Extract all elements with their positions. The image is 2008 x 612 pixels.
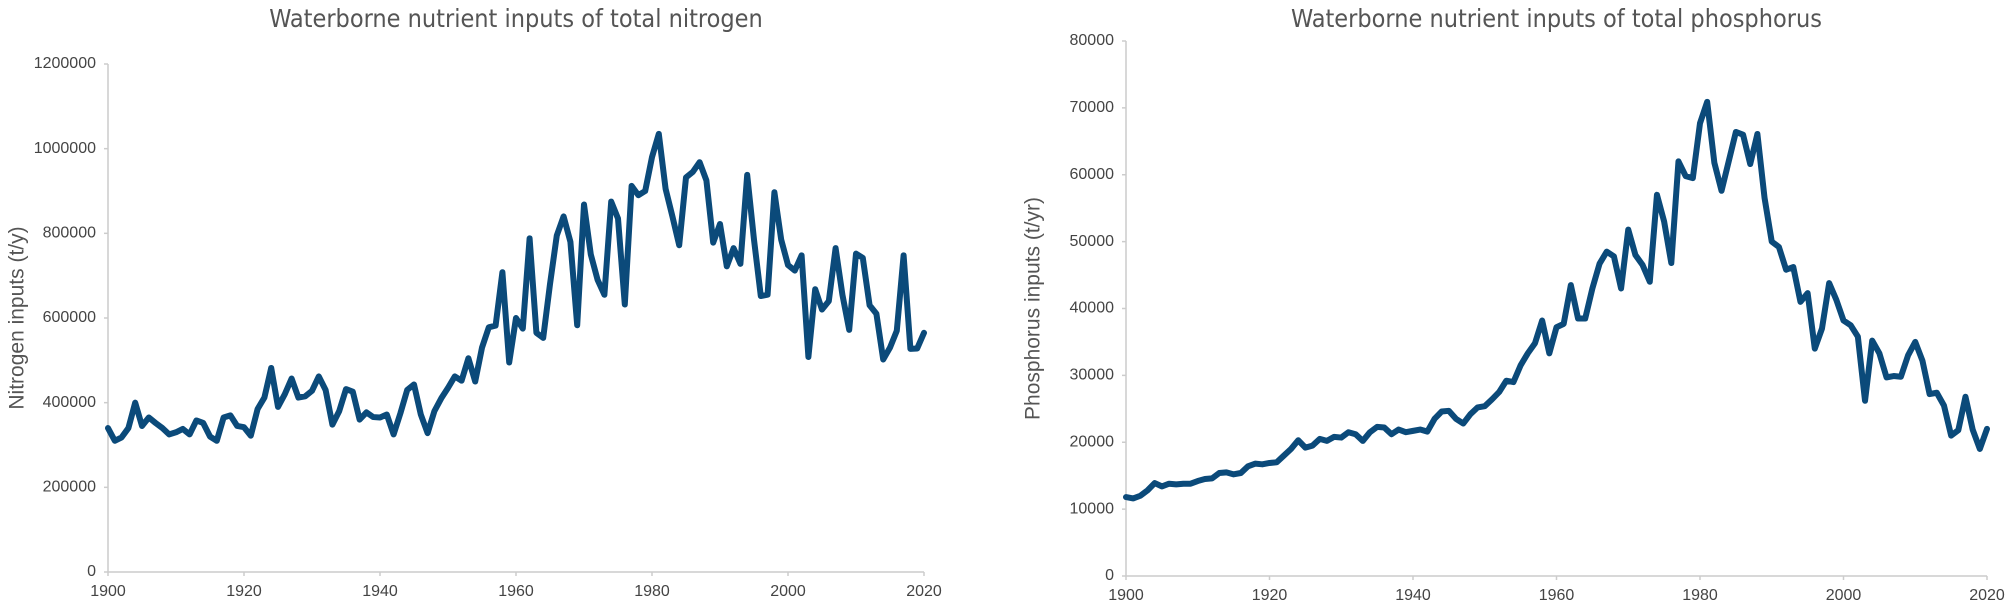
x-tick-label: 1960 xyxy=(498,583,534,600)
y-tick-label: 1200000 xyxy=(34,55,96,72)
x-tick-label: 1960 xyxy=(1539,587,1575,604)
x-tick-label: 2020 xyxy=(1969,587,2005,604)
chart-title: Waterborne nutrient inputs of total nitr… xyxy=(269,4,763,33)
y-tick-label: 60000 xyxy=(1070,166,1115,183)
x-tick-label: 1980 xyxy=(1682,587,1718,604)
x-tick-label: 1900 xyxy=(90,583,126,600)
y-tick-label: 30000 xyxy=(1070,367,1115,384)
y-tick-label: 0 xyxy=(87,563,96,580)
x-tick-label: 1900 xyxy=(1108,587,1144,604)
y-tick-label: 600000 xyxy=(43,309,96,326)
y-tick-label: 0 xyxy=(1105,567,1114,584)
y-tick-label: 80000 xyxy=(1070,32,1115,49)
x-tick-label: 2000 xyxy=(1826,587,1862,604)
y-tick-label: 50000 xyxy=(1070,233,1115,250)
y-tick-label: 10000 xyxy=(1070,500,1115,517)
x-tick-label: 2000 xyxy=(770,583,806,600)
x-tick-label: 2020 xyxy=(906,583,942,600)
y-tick-label: 40000 xyxy=(1070,300,1115,317)
y-tick-label: 20000 xyxy=(1070,433,1115,450)
x-tick-label: 1980 xyxy=(634,583,670,600)
data-line xyxy=(1123,98,1990,502)
chart-panel: Waterborne nutrient inputs of total phos… xyxy=(1022,4,2005,604)
chart-title: Waterborne nutrient inputs of total phos… xyxy=(1291,4,1822,33)
chart-panel: Waterborne nutrient inputs of total nitr… xyxy=(6,4,942,600)
y-tick-label: 200000 xyxy=(43,479,96,496)
x-tick-label: 1940 xyxy=(362,583,398,600)
x-tick-label: 1920 xyxy=(226,583,262,600)
x-tick-label: 1920 xyxy=(1252,587,1288,604)
y-axis-label: Nitrogen inputs (t/y) xyxy=(6,226,29,409)
y-tick-label: 1000000 xyxy=(34,140,96,157)
y-tick-label: 800000 xyxy=(43,225,96,242)
y-axis-label: Phosphorus inputs (t/yr) xyxy=(1022,197,1045,420)
x-tick-label: 1940 xyxy=(1395,587,1431,604)
y-tick-label: 400000 xyxy=(43,394,96,411)
y-tick-label: 70000 xyxy=(1070,99,1115,116)
data-line xyxy=(105,130,927,444)
